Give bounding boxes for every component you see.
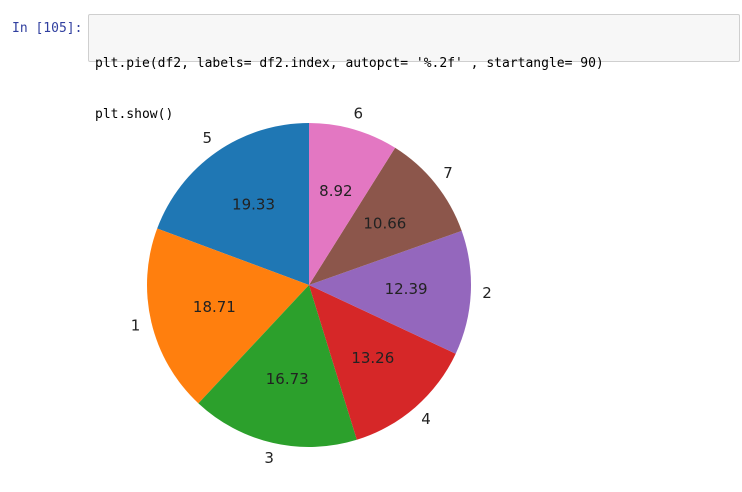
pct-label: 8.92 xyxy=(319,182,352,200)
wedge-label: 2 xyxy=(482,284,492,302)
wedge-label: 6 xyxy=(354,104,364,122)
pie-wedge xyxy=(147,228,309,404)
pie-chart: 5 19.33 1 18.71 3 16.73 4 13.26 2 12.39 7 10.66 6 8.9… xyxy=(131,104,492,467)
pie-wedge xyxy=(309,147,462,285)
code-cell[interactable]: plt.pie(df2, labels= df2.index, autopct=… xyxy=(88,14,740,122)
pie-wedge xyxy=(309,230,471,354)
wedge-label: 1 xyxy=(131,316,141,334)
pct-label: 18.71 xyxy=(193,298,236,316)
pie-wedge xyxy=(198,285,357,447)
pct-label: 16.73 xyxy=(266,370,309,388)
pie-wedge xyxy=(309,285,456,440)
wedge-label: 7 xyxy=(443,164,453,182)
code-line: plt.show() xyxy=(95,107,174,122)
pie-wedge xyxy=(157,123,309,285)
pct-label: 12.39 xyxy=(385,280,428,298)
pct-label: 19.33 xyxy=(232,196,275,214)
wedge-label: 5 xyxy=(203,129,213,147)
code-line: plt.pie(df2, labels= df2.index, autopct=… xyxy=(95,56,604,71)
wedge-label: 3 xyxy=(264,449,274,467)
pie-wedge xyxy=(309,123,396,285)
pct-label: 10.66 xyxy=(363,215,406,233)
cell-prompt: In [105]: xyxy=(12,21,83,36)
pct-label: 13.26 xyxy=(351,349,394,367)
wedge-label: 4 xyxy=(421,410,431,428)
